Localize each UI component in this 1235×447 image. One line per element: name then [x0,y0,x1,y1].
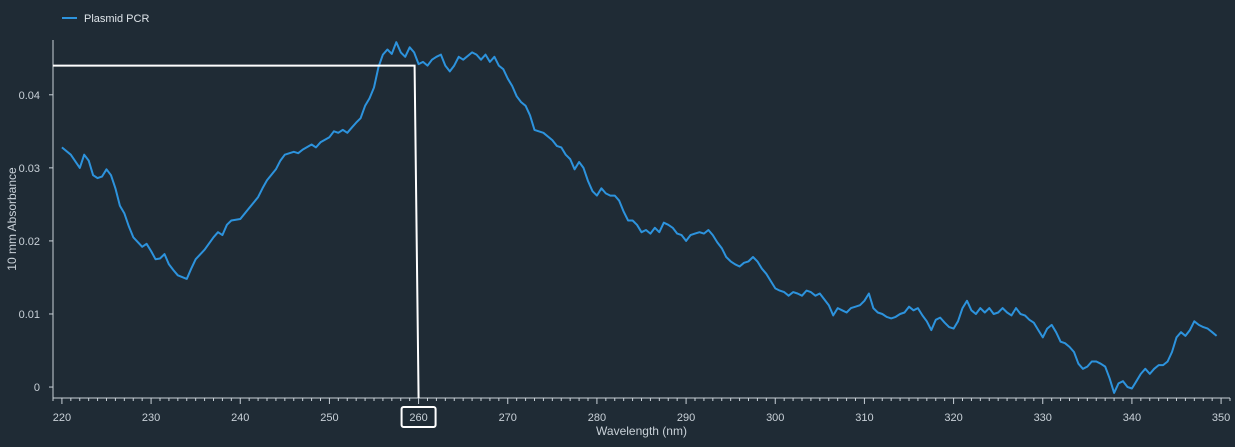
y-axis-title: 10 mm Absorbance [5,167,19,271]
x-tick-label: 240 [231,412,249,424]
y-axis: 0 0.01 0.02 0.03 0.04 [19,40,54,398]
x-tick-label: 310 [855,412,873,424]
crosshair-marker[interactable] [53,64,420,399]
x-tick-label: 290 [677,412,695,424]
x-tick-label: 280 [588,412,606,424]
y-tick-label: 0.02 [19,236,40,248]
x-tick-label: 220 [53,412,71,424]
x-tick-label: 320 [944,412,962,424]
x-tick-label: 300 [766,412,784,424]
legend[interactable]: Plasmid PCR [62,13,149,25]
y-tick-label: 0.03 [19,163,40,175]
highlighted-tick-box [400,406,437,428]
x-tick-label: 340 [1123,412,1141,424]
series-line-plasmid-pcr [61,41,1218,394]
x-tick-label: 250 [320,412,338,424]
legend-label-plasmid-pcr: Plasmid PCR [84,13,149,25]
y-tick-label: 0.04 [19,90,40,102]
y-tick-label: 0.01 [19,309,40,321]
y-tick-label: 0 [34,382,40,394]
x-tick-label: 270 [499,412,517,424]
x-axis: 220 230 240 250 260 270 280 290 300 310 320 330 340 3… [52,397,1231,424]
x-axis-title: Wavelength (nm) [596,424,687,438]
x-tick-label: 350 [1212,412,1230,424]
x-tick-label: 260 [409,412,427,424]
x-tick-label: 330 [1034,412,1052,424]
x-tick-label: 230 [142,412,160,424]
